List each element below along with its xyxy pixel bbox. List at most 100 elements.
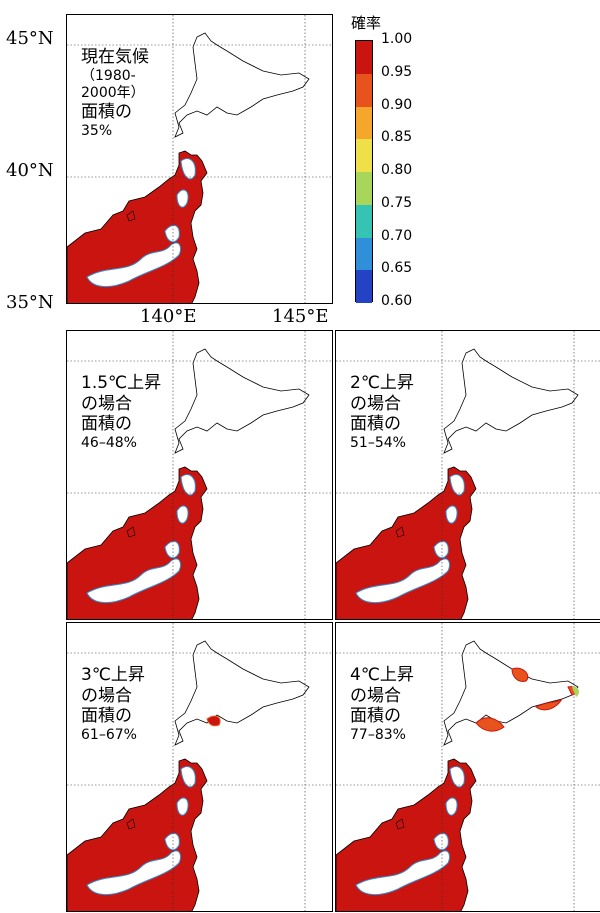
high-elevation-area	[176, 505, 189, 524]
label-line3: 2000年）	[81, 84, 145, 101]
label-line3: 面積の	[350, 706, 401, 727]
high-elevation-area	[164, 540, 180, 559]
risk-patch	[535, 698, 563, 711]
label-pct: 61–67%	[81, 727, 137, 744]
lat-label-40: 40°N	[6, 160, 54, 181]
hokkaido-land	[443, 348, 579, 454]
high-elevation-area	[433, 540, 449, 559]
panel-label: 3℃上昇 の場合 面積の 61–67%	[81, 665, 145, 744]
colorbar-tick-label: 0.90	[381, 96, 413, 113]
label-line3: 面積の	[81, 706, 132, 727]
map-svg	[336, 331, 600, 619]
colorbar-title: 確率	[351, 14, 382, 32]
high-elevation-area	[180, 474, 196, 496]
sado-island	[126, 818, 136, 830]
label-line3: 面積の	[81, 414, 132, 435]
colorbar-tick-label: 0.95	[381, 63, 413, 80]
high-elevation-area	[355, 558, 451, 603]
high-elevation-area	[433, 832, 449, 851]
high-elevation-area	[86, 850, 182, 895]
high-elevation-area	[164, 832, 180, 851]
label-pct: 77–83%	[350, 727, 406, 744]
label-pct: 46–48%	[81, 435, 137, 452]
colorbar	[355, 40, 373, 303]
panel-label: 4℃上昇 の場合 面積の 77–83%	[350, 665, 414, 744]
high-elevation-area	[355, 850, 451, 895]
colorbar-segment	[356, 139, 372, 172]
lat-label-35: 35°N	[6, 292, 54, 313]
hokkaido-land	[174, 348, 310, 454]
sado-island	[126, 210, 136, 222]
label-line2: の場合	[81, 685, 132, 706]
sado-island	[395, 818, 405, 830]
colorbar-segment	[356, 106, 372, 140]
hokkaido-land	[174, 32, 310, 138]
label-pct: 51–54%	[350, 435, 406, 452]
label-line3: 面積の	[350, 414, 401, 435]
colorbar-tick-label: 1.00	[381, 31, 413, 47]
colorbar-segment	[356, 172, 372, 205]
risk-patch-low	[572, 686, 579, 697]
colorbar-segment	[356, 204, 372, 238]
colorbar-segment	[356, 270, 372, 303]
colorbar-tick-label: 0.70	[381, 227, 413, 244]
high-elevation-area	[176, 189, 189, 208]
panel-label: 現在気候 （1980- 2000年） 面積の 35%	[81, 47, 149, 140]
map-svg	[67, 623, 332, 911]
map-panel-4c: 4℃上昇 の場合 面積の 77–83%	[335, 622, 600, 912]
label-pct: 35%	[81, 122, 113, 139]
colorbar-tick-label: 0.85	[381, 129, 413, 146]
label-line1: 2℃上昇	[350, 373, 414, 393]
lon-label-140: 140°E	[140, 306, 197, 327]
honshu-land	[336, 758, 477, 911]
high-elevation-area	[449, 474, 465, 496]
colorbar-tick-label: 0.75	[381, 194, 413, 211]
label-line2: の場合	[81, 393, 132, 414]
map-panel-1p5c: 1.5℃上昇 の場合 面積の 46–48%	[66, 330, 333, 620]
high-elevation-area	[445, 797, 458, 816]
label-line1: 1.5℃上昇	[81, 373, 162, 393]
high-elevation-area	[180, 158, 196, 180]
label-line4: 面積の	[81, 101, 132, 122]
high-elevation-area	[180, 766, 196, 788]
label-line2: の場合	[350, 393, 401, 414]
label-line1: 4℃上昇	[350, 665, 414, 685]
hokkaido-land	[443, 640, 579, 746]
risk-patch	[511, 667, 529, 682]
risk-patch	[475, 717, 505, 732]
colorbar-tick-label: 0.60	[381, 293, 413, 309]
label-line2: （1980-	[81, 67, 136, 84]
label-line1: 3℃上昇	[81, 665, 145, 685]
high-elevation-area	[445, 505, 458, 524]
panel-label: 2℃上昇 の場合 面積の 51–54%	[350, 373, 414, 452]
hokkaido-land	[174, 640, 310, 746]
map-svg	[67, 331, 332, 619]
colorbar-segment	[356, 237, 372, 271]
risk-patch	[206, 715, 221, 727]
map-panel-3c: 3℃上昇 の場合 面積の 61–67%	[66, 622, 333, 912]
label-line2: の場合	[350, 685, 401, 706]
honshu-land	[67, 466, 208, 619]
lon-label-145: 145°E	[272, 306, 329, 327]
colorbar-segment	[356, 73, 372, 107]
label-line1: 現在気候	[81, 47, 149, 67]
honshu-land	[67, 758, 208, 911]
panel-label: 1.5℃上昇 の場合 面積の 46–48%	[81, 373, 161, 452]
colorbar-tick-label: 0.65	[381, 260, 413, 277]
high-elevation-area	[449, 766, 465, 788]
honshu-land	[67, 150, 208, 303]
map-svg	[67, 15, 332, 303]
lat-label-45: 45°N	[6, 28, 54, 49]
colorbar-tick-label: 0.80	[381, 162, 413, 178]
sado-island	[395, 526, 405, 538]
high-elevation-area	[176, 797, 189, 816]
sado-island	[126, 526, 136, 538]
colorbar-segment	[356, 41, 372, 74]
high-elevation-area	[86, 242, 182, 287]
map-panel-2c: 2℃上昇 の場合 面積の 51–54%	[335, 330, 600, 620]
map-svg	[336, 623, 600, 911]
high-elevation-area	[164, 224, 180, 243]
map-panel-current: 現在気候 （1980- 2000年） 面積の 35%	[66, 14, 333, 304]
honshu-land	[336, 466, 477, 619]
high-elevation-area	[86, 558, 182, 603]
